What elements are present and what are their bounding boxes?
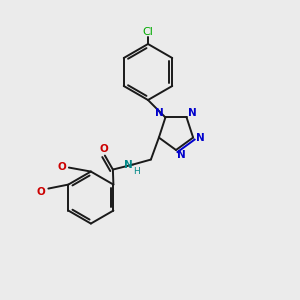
- Text: N: N: [196, 133, 205, 142]
- Text: O: O: [37, 187, 46, 196]
- Text: N: N: [155, 108, 164, 118]
- Text: N: N: [124, 160, 132, 170]
- Text: O: O: [58, 162, 66, 172]
- Text: N: N: [188, 108, 197, 118]
- Text: O: O: [100, 144, 108, 154]
- Text: H: H: [134, 167, 140, 176]
- Text: N: N: [177, 150, 185, 160]
- Text: Cl: Cl: [142, 27, 153, 37]
